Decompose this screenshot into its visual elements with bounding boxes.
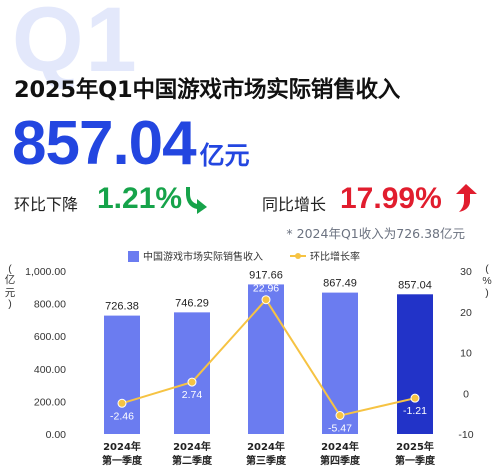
growth-rate-point [335,411,345,421]
legend-line-label: 环比增长率 [310,250,360,263]
left-axis-tick: 400.00 [34,364,66,376]
left-axis-tick: 1,000.00 [25,266,66,278]
headline-value: 857.04 [12,109,197,178]
growth-rate-point [117,398,127,408]
right-axis-tick: 20 [460,307,472,319]
left-axis-tick: 600.00 [34,331,66,343]
right-axis-unit: % [482,275,491,287]
left-axis-tick: 0.00 [46,429,67,441]
growth-rate-label: -5.47 [328,423,352,435]
right-axis-tick: 0 [463,388,469,400]
left-axis-unit-char-2: 元 [5,287,16,299]
category-quarter-label: 第一季度 [395,454,436,467]
category-quarter-label: 第一季度 [102,454,143,467]
left-axis-unit-1: ( [8,263,12,275]
arrow-down-icon [186,187,207,214]
growth-rate-label: -2.46 [110,410,134,422]
growth-rate-point [187,377,197,387]
revenue-bar [248,284,284,434]
growth-rate-point [261,295,271,305]
headline-amount: 857.04 亿元 [12,108,250,179]
yoy-value: 17.99% [340,182,442,215]
page-title: 2025年Q1中国游戏市场实际销售收入 [14,77,401,103]
growth-rate-label: 2.74 [182,389,203,401]
left-axis-unit-char-1: 亿 [5,273,16,286]
qoq-value: 1.21% [97,182,183,215]
bar-value-label: 857.04 [398,279,432,291]
category-year-label: 2025年 [396,440,434,453]
revenue-bar [104,315,140,434]
headline-unit: 亿元 [199,141,250,170]
growth-rate-label: -1.21 [403,405,427,417]
revenue-bar [397,294,433,434]
category-quarter-label: 第二季度 [172,454,213,467]
bar-value-label: 867.49 [323,278,357,290]
left-axis-tick: 800.00 [34,299,66,311]
bar-value-label: 746.29 [175,297,209,309]
revenue-bar [322,292,358,434]
right-axis-unit-close: ) [485,287,489,299]
right-axis-tick: 30 [460,266,472,278]
footnote: * 2024年Q1收入为726.38亿元 [286,226,465,241]
legend-bar-swatch [128,251,139,262]
background-q1-text: Q1 [12,0,139,91]
yoy-label: 同比增长 [262,195,327,214]
category-quarter-label: 第三季度 [246,454,287,467]
growth-rate-point [410,393,420,403]
bar-value-label: 726.38 [105,301,139,313]
qoq-label: 环比下降 [14,195,79,214]
category-year-label: 2024年 [103,440,141,453]
category-quarter-label: 第四季度 [320,454,361,467]
legend-line-marker [295,253,301,259]
revenue-bar [174,312,210,434]
category-year-label: 2024年 [173,440,211,453]
bar-value-label: 917.66 [249,269,283,281]
right-axis-tick: -10 [458,429,473,441]
category-year-label: 2024年 [321,440,359,453]
left-axis-tick: 200.00 [34,396,66,408]
category-year-label: 2024年 [247,440,285,453]
left-axis-unit-3: ) [8,298,12,310]
right-axis-unit-open: ( [485,263,489,275]
arrow-up-icon [456,184,477,212]
growth-rate-label: 22.96 [253,283,279,295]
right-axis-tick: 10 [460,348,472,360]
legend-bar-label: 中国游戏市场实际销售收入 [143,250,263,263]
